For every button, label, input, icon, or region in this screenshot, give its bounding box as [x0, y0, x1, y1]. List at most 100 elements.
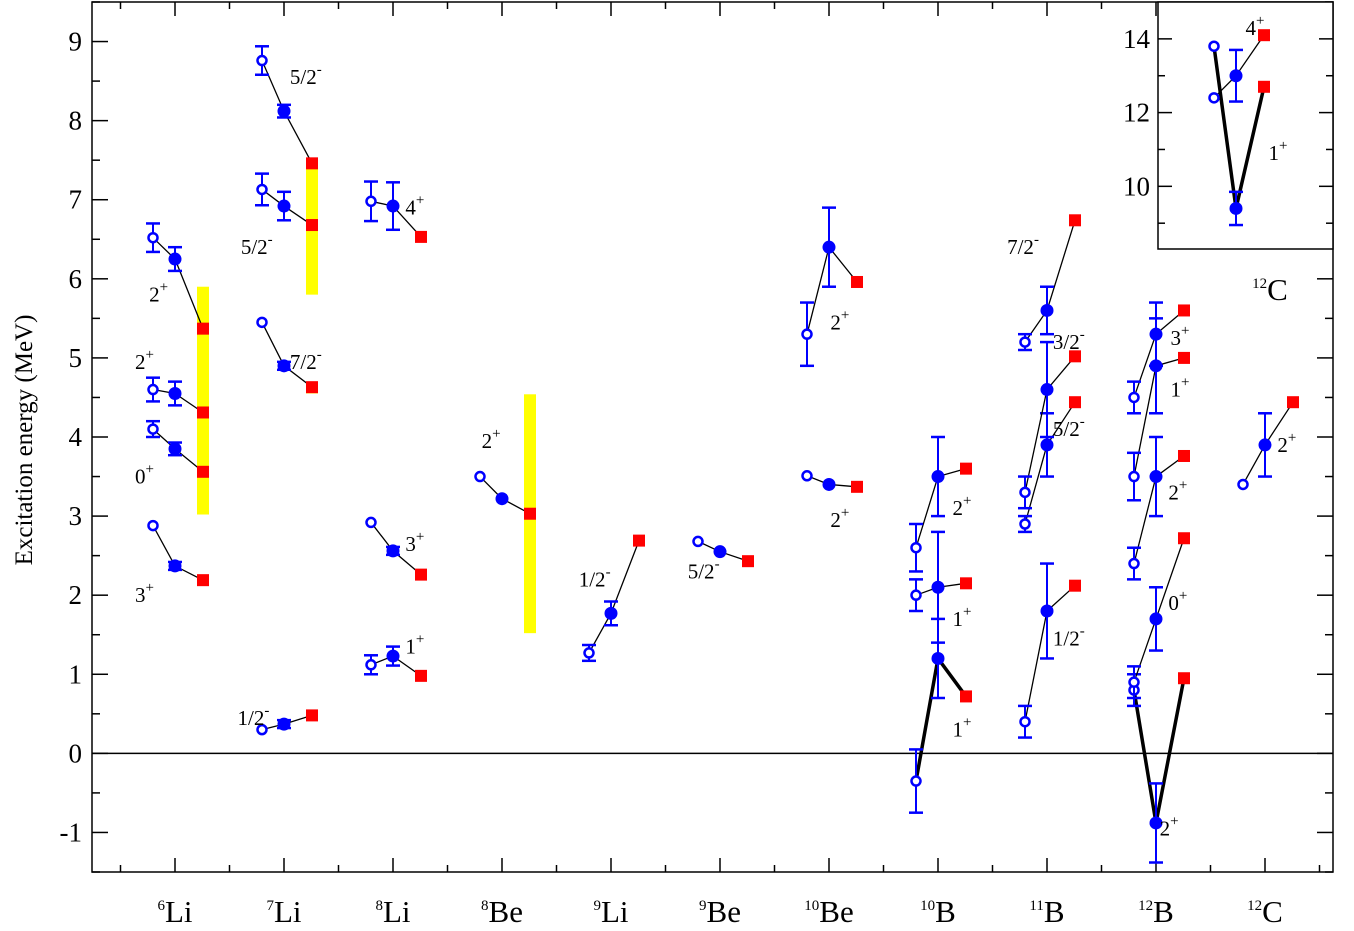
y-axis-label: Excitation energy (MeV) [11, 315, 38, 566]
spin-value: 2 [1277, 433, 1288, 457]
nucleus-symbol: Li [601, 894, 629, 929]
spin-value: 5/2 [1053, 417, 1080, 441]
spin-value: 5/2 [290, 65, 317, 89]
open-marker [1237, 478, 1249, 491]
experimental-marker [742, 555, 754, 568]
filled-marker [386, 544, 400, 558]
parity-sign: - [606, 564, 611, 580]
open-marker [801, 328, 813, 340]
spin-parity-label: 1+ [952, 715, 971, 742]
spin-value: 4 [405, 196, 416, 220]
experimental-marker [960, 577, 972, 590]
filled-marker [931, 470, 945, 484]
spin-parity-label: 7/2- [290, 347, 322, 374]
spin-value: 5/2 [241, 235, 268, 259]
spin-value: 7/2 [290, 350, 317, 374]
open-marker [147, 383, 159, 396]
nucleus-mass-number: 12 [1252, 276, 1267, 292]
spin-value: 2 [830, 310, 841, 334]
parity-sign: + [1279, 138, 1287, 154]
parity-sign: + [963, 604, 971, 620]
nucleus-symbol: Li [383, 894, 411, 929]
parity-sign: + [1288, 430, 1296, 446]
filled-marker [277, 359, 291, 373]
spin-parity-label: 5/2- [241, 232, 273, 259]
nucleus-symbol: Li [165, 894, 193, 929]
spin-parity-label: 3+ [405, 529, 424, 556]
filled-marker [1040, 383, 1054, 397]
parity-sign: + [416, 529, 424, 545]
x-tick-label: 11B [1029, 894, 1064, 929]
spin-value: 7/2 [1007, 235, 1034, 259]
filled-marker [277, 104, 291, 118]
open-marker [910, 775, 922, 787]
x-tick-label: 10Be [804, 894, 853, 929]
experimental-marker [960, 690, 972, 703]
filled-marker [604, 606, 618, 620]
x-tick-label: 9Li [593, 894, 628, 929]
x-tick-label: 8Be [481, 894, 523, 929]
open-marker [1208, 92, 1220, 104]
spin-value: 2 [482, 429, 493, 453]
spin-value: 1/2 [579, 567, 606, 591]
y-tick-label: -1 [60, 817, 83, 847]
filled-marker [1149, 327, 1163, 341]
experimental-marker [306, 381, 318, 394]
spin-parity-label: 5/2- [688, 556, 720, 583]
experimental-marker [1069, 396, 1081, 409]
y-tick-label: 2 [69, 580, 83, 610]
parity-sign: - [1034, 232, 1039, 248]
parity-sign: - [317, 347, 322, 363]
filled-marker [931, 580, 945, 594]
filled-marker [1040, 303, 1054, 317]
x-tick-label: 9Be [699, 894, 741, 929]
filled-marker [386, 649, 400, 663]
spin-value: 2 [135, 350, 146, 374]
parity-sign: + [145, 347, 153, 363]
filled-marker [1229, 201, 1243, 215]
filled-marker [386, 199, 400, 213]
parity-sign: + [1179, 588, 1187, 604]
plot-frame [91, 1, 1334, 873]
experimental-marker [1069, 214, 1081, 227]
parity-sign: + [145, 462, 153, 478]
uncertainty-bands [197, 160, 536, 634]
spin-parity-label: 1/2- [238, 703, 270, 730]
inset-nucleus-label: 12C [1252, 272, 1288, 307]
open-marker [1128, 676, 1140, 688]
filled-marker [1149, 612, 1163, 626]
spin-value: 3 [135, 583, 146, 607]
x-tick-label: 10B [920, 894, 956, 929]
filled-marker [168, 442, 182, 456]
open-marker [256, 54, 268, 67]
y-tick-label: 8 [69, 106, 83, 136]
level-connector [1132, 677, 1186, 824]
nucleus-symbol: Be [489, 894, 523, 929]
y-tick-label: 5 [69, 343, 83, 373]
open-marker [256, 183, 268, 196]
experimental-marker [1178, 532, 1190, 545]
filled-marker [277, 199, 291, 213]
parity-sign: + [963, 493, 971, 509]
open-marker [910, 589, 922, 601]
parity-sign: + [1181, 375, 1189, 391]
open-marker [1128, 391, 1140, 404]
open-marker [474, 470, 486, 483]
level-connector [152, 525, 204, 581]
open-marker [1019, 715, 1031, 728]
y-tick-label: 7 [69, 185, 83, 215]
y-tick-label: 6 [69, 264, 83, 294]
nucleus-mass-number: 11 [1029, 898, 1043, 914]
open-marker [365, 195, 377, 208]
spin-parity-label: 3+ [135, 580, 154, 607]
inset-y-tick-label: 12 [1123, 98, 1150, 128]
experimental-marker [197, 465, 209, 478]
experimental-marker [197, 406, 209, 419]
nucleus-symbol: Be [819, 894, 853, 929]
experimental-marker [851, 275, 863, 288]
spin-parity-label: 2+ [135, 347, 154, 374]
spin-value: 0 [1168, 591, 1179, 615]
open-marker [1019, 486, 1031, 499]
experimental-marker [306, 157, 318, 170]
